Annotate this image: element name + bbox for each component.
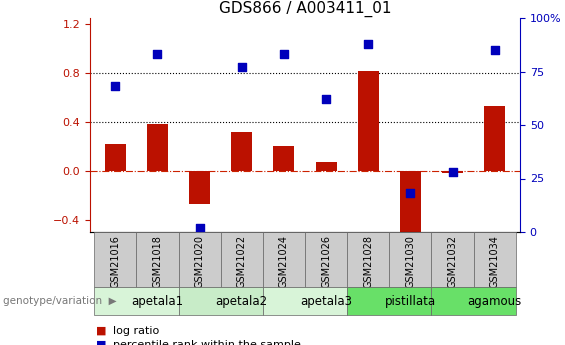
Text: GSM21028: GSM21028 (363, 235, 373, 288)
Bar (147, 125, 168, 171)
Bar (179, 287, 263, 315)
Bar (94, 287, 179, 315)
Bar (400, 171, 421, 232)
Point (111, 84, 120, 89)
Bar (179, 232, 221, 287)
Bar (432, 232, 473, 287)
Bar (473, 232, 516, 287)
Text: GSM21026: GSM21026 (321, 235, 331, 288)
Bar (315, 162, 337, 171)
Text: GSM21022: GSM21022 (237, 235, 247, 288)
Bar (358, 71, 379, 171)
Bar (94, 232, 136, 287)
Point (321, 97, 331, 102)
Bar (273, 146, 294, 171)
Point (280, 52, 289, 57)
Bar (231, 132, 253, 171)
Point (153, 52, 162, 57)
Text: GSM21024: GSM21024 (279, 235, 289, 288)
Text: GSM21032: GSM21032 (447, 235, 458, 288)
Bar (305, 232, 347, 287)
Text: GSM21016: GSM21016 (110, 235, 120, 288)
Text: log ratio: log ratio (112, 326, 159, 336)
Text: agamous: agamous (468, 295, 522, 307)
Point (490, 47, 499, 53)
Title: GDS866 / A003411_01: GDS866 / A003411_01 (219, 0, 391, 17)
Bar (263, 287, 347, 315)
Point (237, 65, 246, 70)
Text: GSM21034: GSM21034 (490, 235, 499, 288)
Text: ■: ■ (95, 326, 106, 336)
Bar (347, 287, 432, 315)
Bar (263, 232, 305, 287)
Bar (432, 287, 516, 315)
Text: apetala1: apetala1 (132, 295, 184, 307)
Bar (136, 232, 179, 287)
Bar (484, 106, 505, 171)
Text: GSM21018: GSM21018 (153, 235, 163, 288)
Point (448, 169, 457, 175)
Text: apetala2: apetala2 (216, 295, 268, 307)
Point (195, 225, 204, 230)
Text: GSM21020: GSM21020 (194, 235, 205, 288)
Text: percentile rank within the sample: percentile rank within the sample (112, 340, 301, 345)
Bar (442, 171, 463, 173)
Text: pistillata: pistillata (385, 295, 436, 307)
Point (364, 41, 373, 47)
Text: GSM21030: GSM21030 (406, 235, 415, 288)
Bar (189, 171, 210, 204)
Bar (221, 232, 263, 287)
Point (406, 191, 415, 196)
Text: ■: ■ (95, 340, 106, 345)
Text: apetala3: apetala3 (300, 295, 352, 307)
Bar (389, 232, 432, 287)
Bar (105, 144, 126, 171)
Bar (347, 232, 389, 287)
Text: genotype/variation  ▶: genotype/variation ▶ (3, 296, 116, 306)
